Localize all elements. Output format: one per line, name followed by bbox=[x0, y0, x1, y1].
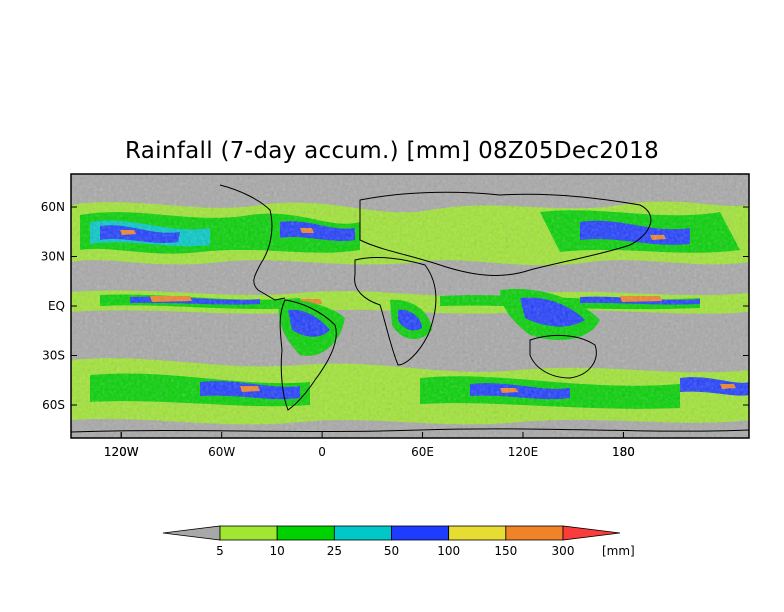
lat-tick-label: 60N bbox=[41, 200, 65, 214]
colorbar-swatch bbox=[219, 525, 278, 541]
colorbar-swatch bbox=[505, 525, 564, 541]
colorbar-swatch bbox=[448, 525, 507, 541]
colorbar-high-triangle bbox=[562, 525, 621, 541]
colorbar: 5 10 25 50 100 150 300 [mm] bbox=[162, 525, 635, 558]
lon-tick-label: 0 bbox=[318, 445, 326, 459]
colorbar-threshold-label: 300 bbox=[552, 544, 575, 558]
colorbar-swatch bbox=[391, 525, 450, 541]
lon-tick-label: 60E bbox=[411, 445, 434, 459]
map-field bbox=[71, 174, 749, 438]
lon-tick-label: 120E bbox=[508, 445, 539, 459]
colorbar-threshold-label: 10 bbox=[270, 544, 285, 558]
colorbar-swatch bbox=[333, 525, 392, 541]
colorbar-threshold-label: 5 bbox=[216, 544, 224, 558]
africa-coast bbox=[354, 257, 437, 366]
lat-tick-label: 30S bbox=[42, 349, 65, 363]
map-texture bbox=[71, 174, 749, 438]
north-america-coast bbox=[219, 184, 286, 301]
colorbar-threshold-label: 25 bbox=[327, 544, 342, 558]
lat-tick-label: 60S bbox=[42, 398, 65, 412]
coastlines bbox=[71, 184, 749, 433]
lon-tick-label: 120W bbox=[104, 445, 139, 459]
colorbar-swatch bbox=[276, 525, 335, 541]
antarctica-coast bbox=[71, 428, 749, 433]
latitude-axis: 60N 30N EQ 30S 60S bbox=[41, 200, 749, 412]
lon-tick-label: 60W bbox=[208, 445, 235, 459]
colorbar-low-triangle bbox=[162, 525, 221, 541]
colorbar-threshold-label: 100 bbox=[437, 544, 460, 558]
map-title: Rainfall (7-day accum.) [mm] 08Z05Dec201… bbox=[125, 138, 659, 164]
colorbar-threshold-label: 150 bbox=[494, 544, 517, 558]
colorbar-threshold-label: 50 bbox=[384, 544, 399, 558]
australia-coast bbox=[529, 335, 597, 379]
lat-tick-label: EQ bbox=[48, 299, 65, 313]
lat-tick-label: 30N bbox=[41, 250, 65, 264]
colorbar-unit-label: [mm] bbox=[602, 544, 635, 558]
eurasia-coast bbox=[359, 191, 652, 276]
south-america-coast bbox=[279, 299, 337, 411]
lon-tick-label: 180 bbox=[612, 445, 635, 459]
lon-tick-label: 120W bbox=[104, 445, 139, 459]
lon-tick-label: 180 bbox=[612, 445, 635, 459]
